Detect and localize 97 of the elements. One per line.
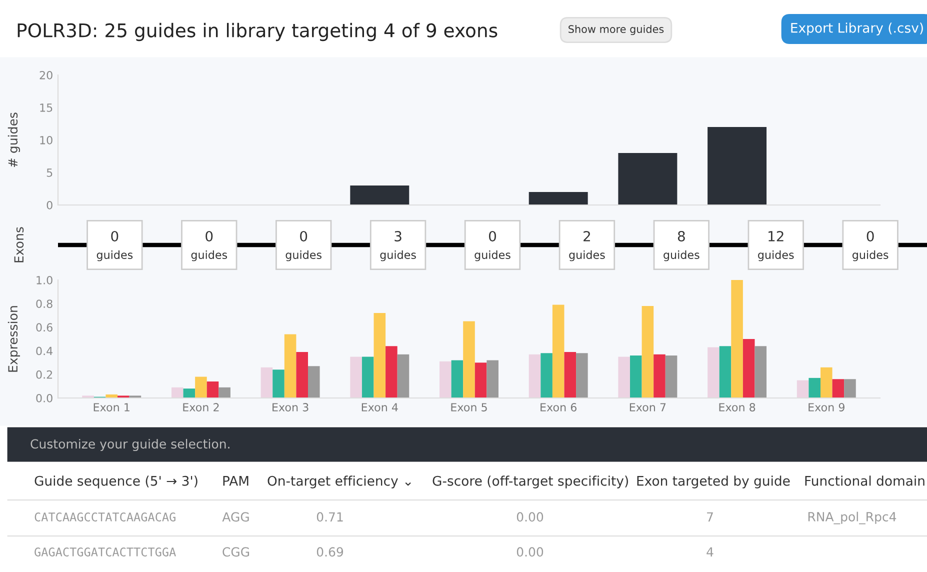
- text: Exon targeted by guide: [637, 476, 790, 488]
- bar: [754, 346, 767, 398]
- text: CATCAAGCCTATCAAGACAG: [34, 512, 176, 522]
- text: Functional domain: [805, 476, 924, 486]
- bar: [451, 360, 464, 398]
- text: 7: [707, 512, 713, 522]
- bar: [284, 334, 296, 398]
- y-tick-label: 0.8: [36, 300, 52, 308]
- y-tick-label: 0.6: [36, 323, 52, 332]
- x-tick-label: Exon 8: [719, 403, 756, 412]
- y-tick-label: 0: [46, 200, 52, 210]
- bar: [630, 356, 642, 398]
- bar: [808, 378, 820, 398]
- bar: [528, 354, 541, 398]
- text: Export Library (.csv): [791, 22, 923, 36]
- text: On-target efficiency ⌄: [268, 476, 411, 488]
- bar: [195, 376, 207, 398]
- bar: [618, 153, 678, 205]
- text: 0.00: [516, 512, 544, 522]
- text: 0.00: [516, 547, 544, 557]
- bar: [474, 362, 487, 398]
- bar: [719, 346, 732, 398]
- bar: [171, 387, 184, 398]
- y-tick-label: 15: [40, 104, 52, 112]
- text: Customize your guide selection.: [30, 438, 230, 452]
- bar: [665, 356, 678, 398]
- bar: [642, 306, 654, 398]
- text: 8 guides: [664, 230, 700, 262]
- y-tick-label: 0.4: [36, 346, 53, 356]
- text: PAM: [223, 476, 248, 486]
- bar: [540, 353, 552, 398]
- bar: [742, 339, 755, 398]
- text: RNA_pol_Rpc4: [808, 512, 896, 524]
- bar: [350, 356, 362, 398]
- text: 0 guides: [852, 230, 888, 262]
- x-tick-label: Exon 4: [362, 403, 398, 412]
- bar: [362, 356, 374, 398]
- y-tick-label: 0.0: [36, 394, 52, 402]
- text: 0.69: [316, 547, 344, 557]
- x-tick-label: Exon 5: [451, 403, 487, 412]
- x-tick-label: Exon 6: [540, 403, 576, 412]
- bar: [564, 352, 576, 398]
- bar: [296, 352, 308, 398]
- x-tick-label: Exon 1: [94, 403, 130, 412]
- bar: [440, 361, 452, 398]
- bar: [708, 127, 767, 205]
- x-tick-label: Exon 3: [272, 403, 308, 412]
- text: 4: [706, 547, 714, 556]
- text: Guide sequence (5' → 3'): [34, 476, 198, 488]
- bar: [576, 353, 588, 398]
- y-axis-title: Expression: [8, 306, 20, 372]
- bar: [731, 280, 743, 398]
- text: G-score (off-target specificity): [432, 476, 628, 488]
- text: 3 guides: [380, 230, 416, 262]
- bar: [183, 388, 196, 398]
- chart-title: POLR3D: 25 guides in library targeting 4 of 9 exons: [18, 22, 498, 42]
- bar: [528, 192, 588, 205]
- bar: [708, 347, 720, 398]
- bar: [350, 186, 410, 205]
- y-tick-label: 20: [40, 70, 52, 80]
- bar: [832, 379, 844, 398]
- text: AGG: [222, 512, 249, 522]
- text: 12 guides: [758, 230, 794, 262]
- bar: [308, 366, 320, 398]
- bar: [486, 360, 498, 398]
- y-tick-label: 5: [46, 168, 52, 177]
- bar: [386, 346, 398, 398]
- bar: [820, 367, 832, 398]
- text: GAGACTGGATCACTTCTGGA: [34, 548, 176, 556]
- x-tick-label: Exon 9: [808, 403, 844, 412]
- y-axis-title: # guides: [8, 112, 20, 167]
- text: Show more guides: [568, 24, 664, 36]
- bar: [654, 354, 666, 398]
- text: 0 guides: [286, 230, 322, 262]
- bar: [206, 381, 219, 398]
- y-tick-label: 10: [40, 136, 52, 144]
- x-tick-label: Exon 7: [630, 403, 666, 412]
- bar: [260, 367, 273, 398]
- bar: [374, 313, 386, 398]
- text: 0 guides: [474, 230, 510, 262]
- bar: [272, 370, 284, 398]
- bar: [618, 356, 630, 398]
- y-tick-label: 1.0: [36, 276, 52, 284]
- text: 0 guides: [96, 230, 133, 262]
- text: 0.71: [316, 512, 343, 522]
- bar: [218, 387, 230, 398]
- text: 0 guides: [191, 230, 228, 262]
- text: CGG: [222, 547, 250, 557]
- y-tick-label: 0.2: [36, 370, 52, 379]
- bar: [796, 380, 809, 398]
- bar: [844, 379, 856, 398]
- x-tick-label: Exon 2: [183, 403, 219, 412]
- bar: [552, 304, 564, 398]
- bar: [397, 354, 410, 398]
- bar: [463, 321, 475, 398]
- text: 2 guides: [569, 230, 605, 262]
- text: Exons: [14, 227, 24, 262]
